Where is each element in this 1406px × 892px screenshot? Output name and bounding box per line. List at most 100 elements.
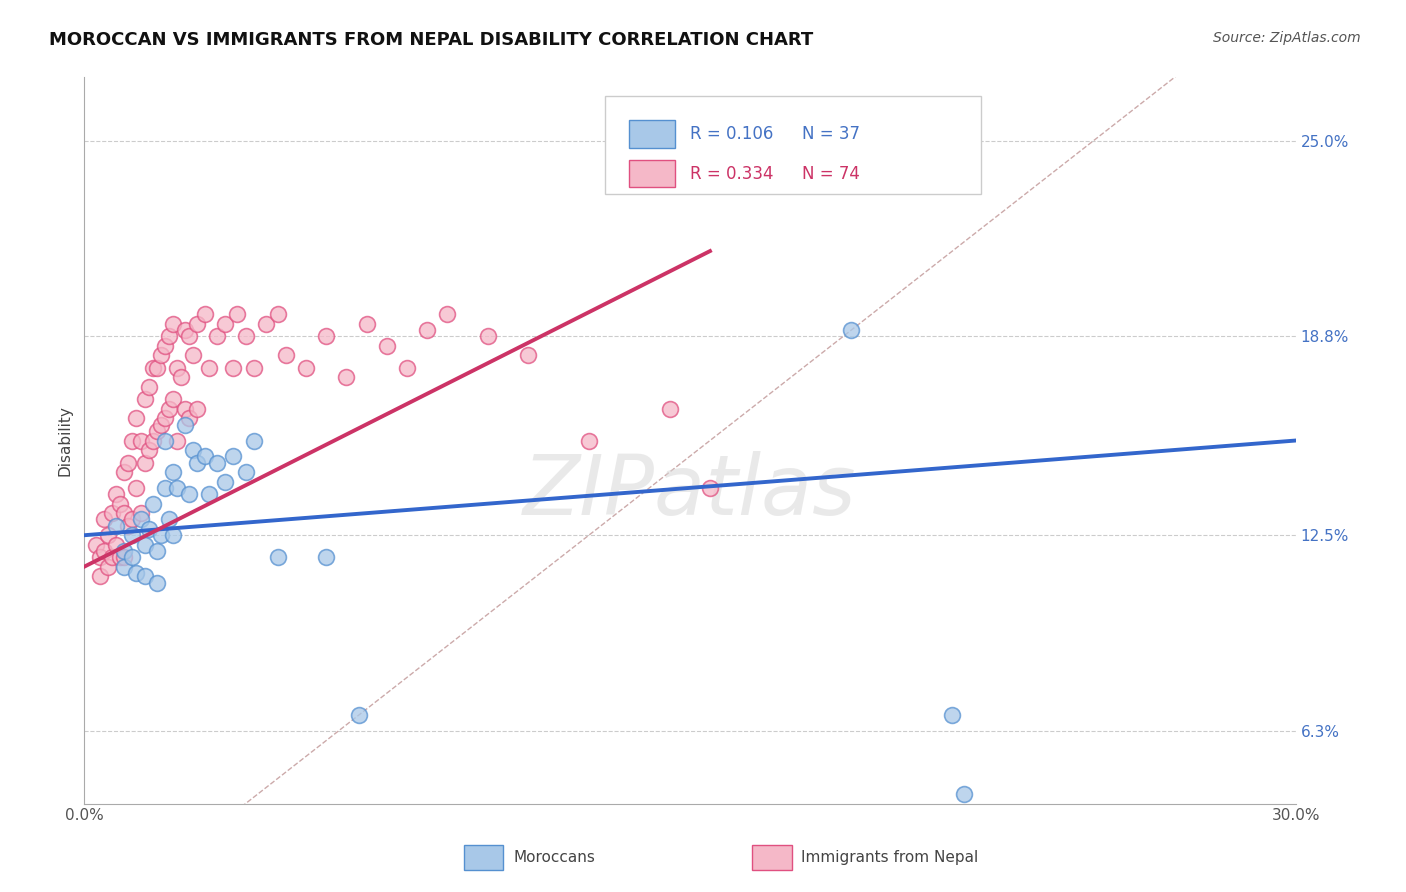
Point: [105, 538, 128, 552]
Point: [153, 411, 176, 425]
Point: [134, 456, 156, 470]
Point: [235, 465, 257, 479]
Point: [416, 323, 439, 337]
Point: [254, 317, 277, 331]
Point: [142, 360, 165, 375]
Point: [267, 307, 290, 321]
Point: [194, 307, 217, 321]
FancyBboxPatch shape: [630, 120, 675, 147]
Point: [110, 497, 132, 511]
Point: [97, 559, 120, 574]
Point: [162, 465, 184, 479]
Point: [658, 401, 681, 416]
Point: [198, 487, 221, 501]
Point: [174, 417, 197, 432]
Point: [93, 512, 115, 526]
Point: [117, 456, 139, 470]
Point: [142, 497, 165, 511]
Point: [186, 456, 208, 470]
Point: [941, 708, 963, 723]
Text: R = 0.334: R = 0.334: [690, 165, 773, 183]
Point: [93, 544, 115, 558]
Point: [162, 392, 184, 407]
Point: [138, 522, 160, 536]
Point: [953, 787, 976, 801]
Text: Immigrants from Nepal: Immigrants from Nepal: [801, 850, 979, 864]
Point: [295, 360, 318, 375]
Point: [315, 550, 337, 565]
Point: [207, 329, 229, 343]
Point: [134, 392, 156, 407]
Point: [138, 380, 160, 394]
Point: [375, 339, 398, 353]
FancyBboxPatch shape: [630, 160, 675, 187]
Y-axis label: Disability: Disability: [58, 405, 72, 476]
Point: [222, 450, 245, 464]
Point: [839, 323, 862, 337]
Point: [226, 307, 249, 321]
Point: [198, 360, 221, 375]
Point: [112, 559, 135, 574]
Point: [166, 434, 188, 448]
Text: Moroccans: Moroccans: [513, 850, 595, 864]
Point: [125, 566, 148, 581]
Point: [222, 360, 245, 375]
Point: [125, 411, 148, 425]
Point: [207, 456, 229, 470]
Point: [145, 544, 167, 558]
Point: [121, 434, 143, 448]
Point: [166, 481, 188, 495]
Point: [121, 512, 143, 526]
Point: [214, 317, 236, 331]
Point: [186, 401, 208, 416]
Point: [162, 317, 184, 331]
Point: [97, 528, 120, 542]
Point: [699, 481, 721, 495]
Point: [110, 550, 132, 565]
Point: [170, 370, 193, 384]
Point: [101, 550, 124, 565]
Point: [177, 411, 200, 425]
Point: [235, 329, 257, 343]
Point: [112, 506, 135, 520]
Point: [153, 434, 176, 448]
Point: [84, 538, 107, 552]
Point: [105, 487, 128, 501]
Point: [89, 569, 111, 583]
Text: ZIPatlas: ZIPatlas: [523, 450, 856, 532]
Point: [477, 329, 499, 343]
Point: [153, 339, 176, 353]
Point: [105, 518, 128, 533]
Point: [517, 348, 540, 362]
Point: [157, 329, 180, 343]
Point: [112, 550, 135, 565]
Text: N = 74: N = 74: [803, 165, 860, 183]
Point: [174, 323, 197, 337]
Point: [194, 450, 217, 464]
Point: [145, 424, 167, 438]
Point: [181, 348, 204, 362]
Text: Source: ZipAtlas.com: Source: ZipAtlas.com: [1213, 31, 1361, 45]
Point: [157, 401, 180, 416]
Point: [177, 329, 200, 343]
Point: [145, 575, 167, 590]
Point: [242, 434, 264, 448]
Point: [436, 307, 458, 321]
FancyBboxPatch shape: [605, 95, 980, 194]
Point: [157, 512, 180, 526]
Text: MOROCCAN VS IMMIGRANTS FROM NEPAL DISABILITY CORRELATION CHART: MOROCCAN VS IMMIGRANTS FROM NEPAL DISABI…: [49, 31, 814, 49]
Text: N = 37: N = 37: [803, 125, 860, 143]
Point: [112, 465, 135, 479]
Point: [129, 506, 152, 520]
Point: [162, 528, 184, 542]
Point: [101, 506, 124, 520]
Point: [214, 475, 236, 489]
Point: [356, 317, 378, 331]
Point: [138, 442, 160, 457]
Point: [149, 528, 172, 542]
Point: [89, 550, 111, 565]
Point: [174, 401, 197, 416]
Point: [267, 550, 290, 565]
Point: [129, 512, 152, 526]
Point: [335, 370, 357, 384]
